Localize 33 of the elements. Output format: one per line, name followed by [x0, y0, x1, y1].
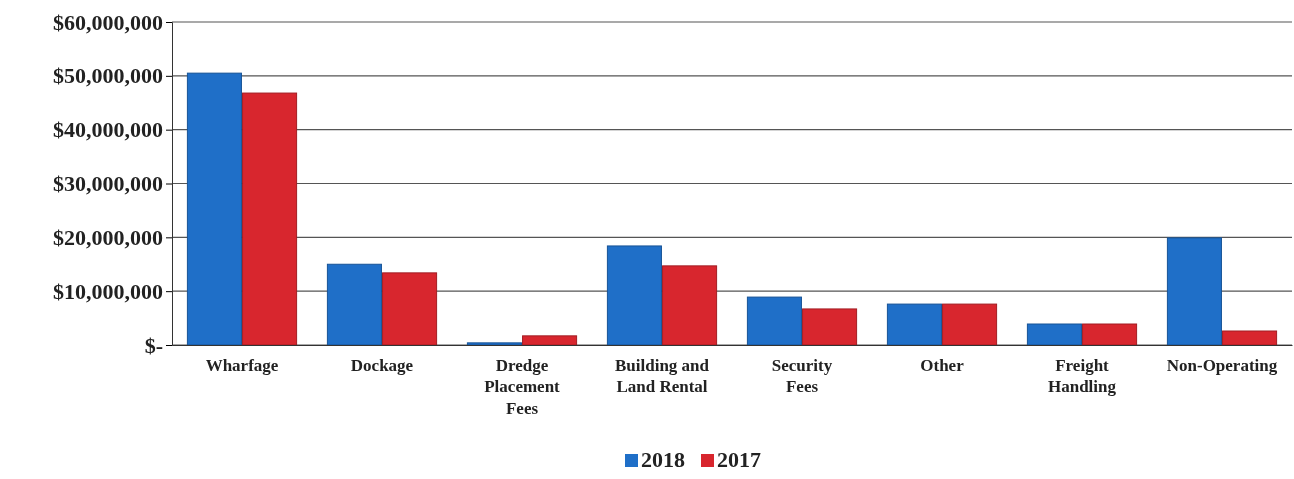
bar	[746, 296, 802, 346]
y-tick-label: $40,000,000	[53, 117, 163, 143]
bar	[242, 92, 298, 346]
legend-label: 2018	[641, 447, 685, 472]
x-tick-label: Wharfage	[205, 356, 279, 375]
bar	[886, 303, 942, 346]
y-tick-label: $20,000,000	[53, 224, 163, 250]
bar	[382, 272, 438, 346]
x-tick-label: Other	[920, 356, 965, 375]
bar	[186, 72, 242, 346]
bar	[662, 265, 718, 346]
bar	[802, 308, 858, 346]
x-tick-label: Non-Operating	[1166, 356, 1278, 375]
bar	[1222, 330, 1278, 346]
y-tick-label: $50,000,000	[53, 63, 163, 89]
bar	[522, 335, 578, 346]
legend-label: 2017	[717, 447, 761, 472]
y-tick-label: $-	[144, 332, 163, 358]
x-tick-label: Security Fees	[771, 356, 833, 397]
x-tick-label: Freight Handling	[1047, 356, 1117, 397]
x-tick-label: Dockage	[350, 356, 414, 375]
bar	[326, 263, 382, 346]
bar	[606, 245, 662, 346]
x-tick-label: Dredge Placement Fees	[484, 356, 561, 418]
bar	[1082, 323, 1138, 346]
y-tick-label: $30,000,000	[53, 171, 163, 197]
bar	[466, 342, 522, 346]
y-tick-label: $60,000,000	[53, 9, 163, 35]
bar	[1026, 323, 1082, 346]
x-tick-label: Building and Land Rental	[614, 356, 710, 397]
y-tick-label: $10,000,000	[53, 278, 163, 304]
bar	[1166, 237, 1222, 346]
bar	[942, 303, 998, 346]
